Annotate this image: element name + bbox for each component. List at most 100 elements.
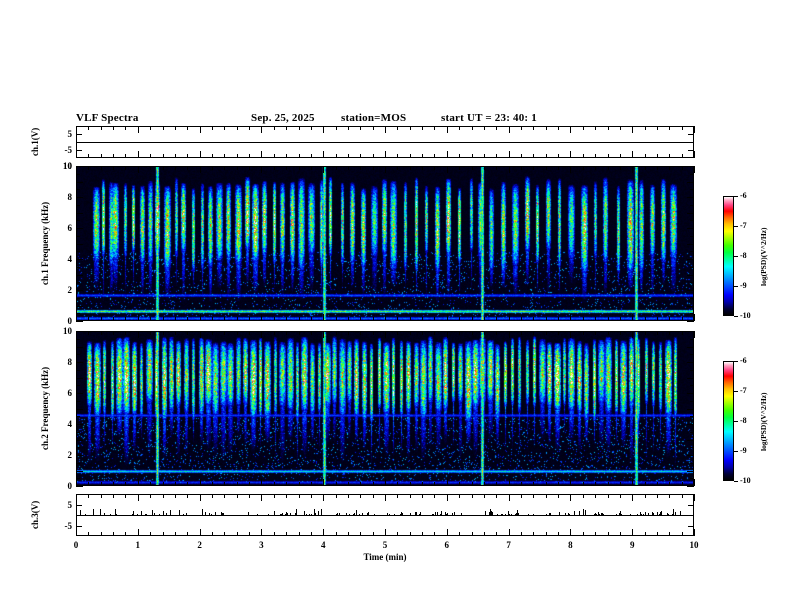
ch3-spike [549, 514, 550, 515]
x-tick [187, 154, 189, 158]
ch3-spike [667, 513, 668, 515]
x-tick [372, 494, 374, 498]
x-tick [174, 126, 176, 130]
x-tick [607, 494, 609, 498]
x-tick [669, 482, 671, 486]
x-tick [496, 532, 498, 536]
x-tick [212, 532, 213, 536]
colorbar-tick [734, 196, 738, 197]
x-tick [113, 532, 115, 536]
ch3-spike [594, 514, 595, 515]
colorbar-tick [734, 361, 738, 362]
x-tick [249, 154, 250, 158]
ch3-spike [215, 512, 216, 515]
x-tick [632, 166, 634, 173]
x-tick [174, 494, 176, 498]
y-tick [76, 134, 82, 135]
x-tick [632, 529, 634, 536]
y-tick [76, 354, 80, 356]
x-tick [508, 126, 510, 133]
x-tick [113, 317, 115, 321]
y-tick [76, 297, 80, 299]
x-tick [137, 151, 139, 158]
ch3-spike [433, 514, 434, 515]
x-tick [607, 317, 609, 321]
x-tick [224, 494, 226, 498]
x-tick [582, 166, 584, 170]
x-tick [619, 482, 621, 486]
y-tick [76, 150, 82, 151]
ch3-spike [205, 512, 206, 515]
x-tick [199, 126, 201, 133]
ch3-spike [154, 513, 155, 515]
x-tick [162, 331, 164, 335]
x-tick [360, 494, 362, 498]
ch3-spike [516, 513, 517, 515]
x-tick [372, 154, 374, 158]
y-tick [690, 220, 694, 222]
x-tick [76, 494, 77, 501]
y-tick [76, 259, 83, 260]
x-tick [100, 482, 102, 486]
x-tick [607, 482, 609, 486]
x-tick [236, 126, 238, 130]
y-tick [76, 470, 83, 472]
x-tick [558, 532, 559, 536]
x-tick [212, 154, 213, 158]
x-tick [558, 494, 559, 498]
x-tick [261, 331, 263, 338]
ch3-spike [621, 514, 622, 515]
y-tick [76, 220, 80, 222]
x-tick [212, 331, 213, 335]
ch3-spike [489, 512, 490, 515]
y-tick [687, 274, 694, 276]
x-tick [656, 331, 658, 335]
ch3-spike [166, 513, 167, 515]
x-tick [607, 154, 609, 158]
x-tick [100, 494, 102, 498]
ch3-spike [400, 514, 401, 515]
y-tick [76, 462, 80, 464]
x-tick [619, 154, 621, 158]
x-tick [595, 331, 597, 335]
x-tick [545, 317, 547, 321]
x-tick [570, 314, 572, 321]
x-tick [88, 154, 90, 158]
ch3-spike [280, 514, 281, 515]
x-tick [656, 154, 658, 158]
x-tick [644, 494, 646, 498]
ch3-spike [146, 514, 147, 515]
x-tick [656, 494, 658, 498]
x-tick [323, 314, 325, 321]
colorbar-tick-label: -8 [740, 251, 747, 260]
ch3-spike [620, 511, 621, 515]
x-tick [545, 532, 547, 536]
y-tick [76, 290, 83, 291]
x-tick [558, 166, 559, 170]
x-tick [632, 331, 634, 338]
ch3-spike [137, 514, 138, 515]
ch3-spike [630, 514, 631, 515]
x-tick [483, 494, 485, 498]
y-tick [688, 134, 694, 135]
y-tick [687, 377, 694, 379]
ch3-spike [598, 512, 599, 515]
y-tick [690, 478, 694, 480]
y-tick [76, 377, 83, 379]
x-tick [88, 166, 90, 170]
ch3-spike [568, 513, 569, 515]
ch3-spike [282, 514, 283, 515]
x-tick [533, 317, 535, 321]
ch3-spike [110, 514, 111, 515]
ch3-spike [517, 510, 518, 515]
x-tick [496, 154, 498, 158]
x-tick [681, 494, 683, 498]
x-tick [397, 166, 399, 170]
x-tick [310, 331, 312, 335]
ch3-spike [445, 512, 446, 515]
x-tick [249, 317, 250, 321]
x-tick [385, 151, 386, 158]
x-tick [273, 126, 275, 130]
colorbar-tick [734, 226, 738, 227]
x-tick [298, 532, 300, 536]
